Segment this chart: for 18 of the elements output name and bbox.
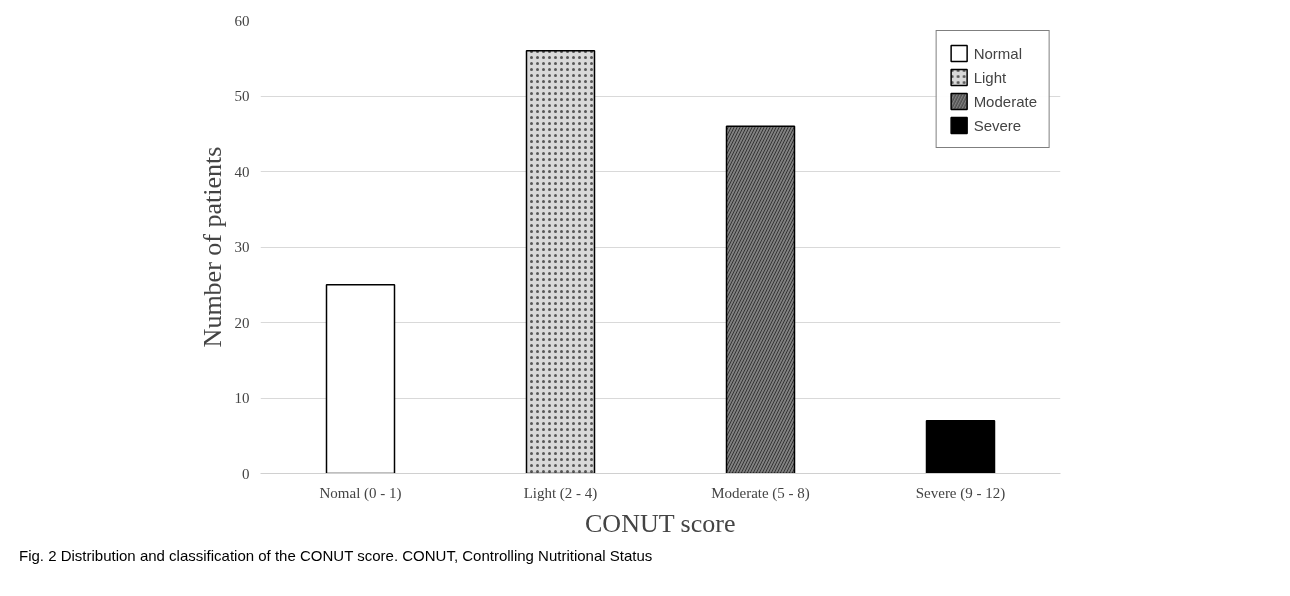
legend-label: Normal xyxy=(973,44,1022,62)
y-tick-label: 0 xyxy=(242,465,250,482)
y-tick-label: 50 xyxy=(234,88,250,104)
x-tick-label: Light (2 - 4) xyxy=(523,484,598,502)
y-tick-label: 40 xyxy=(234,163,250,180)
caption: Fig. 2 Distribution and classification of the CONUT score. CONUT, Controlling Nutritional Status xyxy=(19,546,653,566)
y-axis-title: Number of patients xyxy=(197,146,227,348)
y-tick-label: 10 xyxy=(234,390,250,406)
y-tick-label: 60 xyxy=(234,12,250,29)
x-axis-title: CONUT score xyxy=(585,508,736,538)
legend-label: Moderate xyxy=(973,92,1037,110)
legend-label: Light xyxy=(973,68,1007,86)
x-tick-label: Severe (9 - 12) xyxy=(915,484,1006,502)
y-tick-label: 20 xyxy=(234,314,250,331)
x-tick-label: Moderate (5 - 8) xyxy=(711,484,810,502)
y-tick-label: 30 xyxy=(234,239,250,255)
legend-label: Severe xyxy=(973,116,1022,134)
x-tick-label: Nomal (0 - 1) xyxy=(319,484,402,502)
